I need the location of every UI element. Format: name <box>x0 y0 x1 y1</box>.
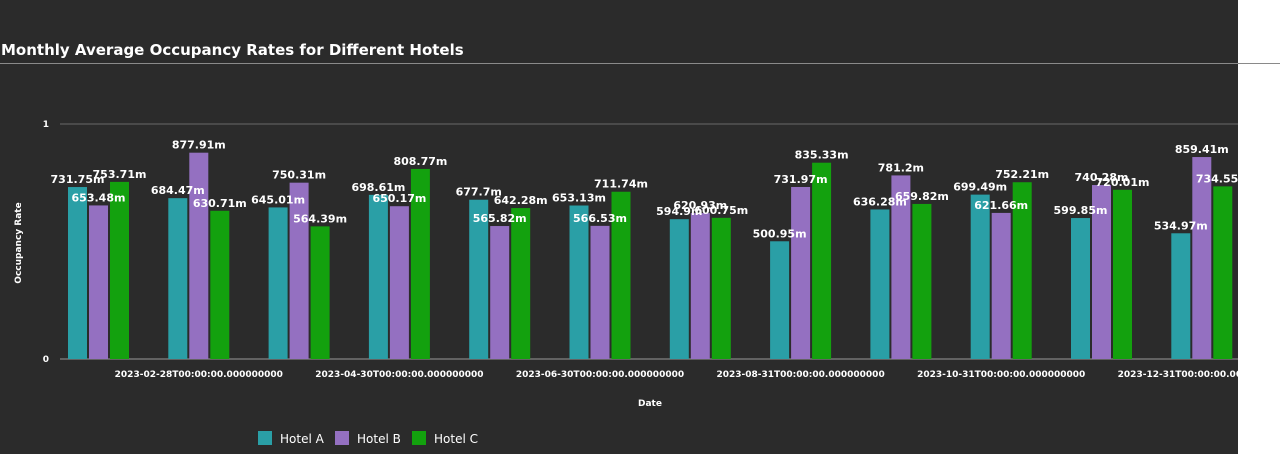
bar[interactable] <box>1213 186 1233 359</box>
x-axis-title: Date <box>638 399 662 409</box>
data-labels: 731.75m 684.47m 645.01m 698.61m 677.7m 653.13… <box>51 139 1250 241</box>
bar[interactable] <box>1113 189 1132 359</box>
title-divider <box>0 63 1280 64</box>
bar[interactable] <box>912 203 932 359</box>
data-label: 720.01m <box>1096 176 1150 189</box>
data-label: 859.41m <box>1175 143 1229 156</box>
data-label: 621.66m <box>974 199 1028 212</box>
bar[interactable] <box>268 207 288 359</box>
data-label: 731.75m <box>51 173 105 186</box>
bar[interactable] <box>970 194 990 359</box>
bar[interactable] <box>569 205 589 359</box>
data-label: 599.85m <box>1054 204 1108 217</box>
bar[interactable] <box>991 212 1011 359</box>
legend-label[interactable]: Hotel A <box>280 432 325 446</box>
data-label: 500.95m <box>753 227 807 240</box>
data-label: 594.9m <box>656 205 702 218</box>
bar[interactable] <box>590 225 610 359</box>
data-label: 653.48m <box>72 191 126 204</box>
bar[interactable] <box>210 210 230 359</box>
data-label: 752.21m <box>995 168 1049 181</box>
data-label: 699.49m <box>953 181 1007 194</box>
data-label: 659.82m <box>895 190 949 203</box>
bar[interactable] <box>891 175 911 359</box>
data-label: 677.7m <box>456 186 502 199</box>
bar[interactable] <box>389 206 409 359</box>
data-label: 645.01m <box>251 193 305 206</box>
data-label: 877.91m <box>172 139 226 152</box>
x-tick-label: 2023-02-28T00:00:00.000000000 <box>115 370 283 380</box>
legend-label[interactable]: Hotel C <box>434 432 478 446</box>
x-tick-label: 2023-04-30T00:00:00.000000000 <box>315 370 483 380</box>
data-label: 630.71m <box>193 197 247 210</box>
bar[interactable] <box>410 168 430 359</box>
bar[interactable] <box>68 187 87 359</box>
bar[interactable] <box>1192 157 1212 359</box>
y-tick-label: 1 <box>43 120 49 130</box>
legend-swatch[interactable] <box>412 431 426 445</box>
data-label: 565.82m <box>473 212 527 225</box>
bar[interactable] <box>89 205 108 359</box>
y-axis-title: Occupancy Rate <box>14 202 24 283</box>
legend-swatch[interactable] <box>335 431 349 445</box>
data-label: 642.28m <box>494 194 548 207</box>
bar[interactable] <box>770 241 790 359</box>
y-tick-label: 0 <box>43 355 49 365</box>
data-label: 731.97m <box>774 173 828 186</box>
bar[interactable] <box>812 162 832 359</box>
data-label: 711.74m <box>594 178 648 191</box>
bar[interactable] <box>1012 182 1032 359</box>
legend[interactable]: Hotel A Hotel B Hotel C <box>258 431 478 446</box>
bar[interactable] <box>511 208 531 359</box>
data-label: 753.71m <box>93 168 147 181</box>
data-label: 808.77m <box>393 155 447 168</box>
bar[interactable] <box>690 213 710 359</box>
chart-title: Monthly Average Occupancy Rates for Diff… <box>1 41 464 59</box>
data-label: 600.75m <box>694 204 748 217</box>
data-label: 534.97m <box>1154 219 1208 232</box>
data-label: 750.31m <box>272 169 326 182</box>
bar[interactable] <box>490 226 510 359</box>
bar[interactable] <box>1171 233 1191 359</box>
legend-label[interactable]: Hotel B <box>357 432 401 446</box>
data-label: 740.28m <box>1075 171 1129 184</box>
bar[interactable] <box>110 181 129 359</box>
bar[interactable] <box>469 199 489 359</box>
bar[interactable] <box>1071 218 1090 359</box>
bar[interactable] <box>168 198 188 359</box>
bar[interactable] <box>189 152 209 359</box>
x-tick-label: 2023-12-31T00:00:00.000000000 <box>1118 370 1280 380</box>
bar[interactable] <box>669 219 689 359</box>
bars <box>68 152 1233 359</box>
x-tick-label: 2023-10-31T00:00:00.000000000 <box>917 370 1085 380</box>
bar[interactable] <box>711 217 731 359</box>
data-label: 835.33m <box>795 149 849 162</box>
bar[interactable] <box>1092 185 1111 359</box>
bar[interactable] <box>289 182 309 359</box>
data-label: 620.93m <box>673 199 727 212</box>
data-label: 650.17m <box>372 192 426 205</box>
data-label: 653.13m <box>552 192 606 205</box>
data-label: 698.61m <box>351 181 405 194</box>
bar[interactable] <box>368 194 388 359</box>
data-label: 564.39m <box>293 212 347 225</box>
data-label: 566.53m <box>573 212 627 225</box>
axes: 0 1 Occupancy Rate Date 2023-02-28T00:00:00.… <box>14 120 1280 409</box>
x-tick-label: 2023-06-30T00:00:00.000000000 <box>516 370 684 380</box>
data-label: 636.28m <box>853 195 907 208</box>
data-label: 781.2m <box>878 161 924 174</box>
x-tick-label: 2023-08-31T00:00:00.000000000 <box>716 370 884 380</box>
data-label: 734.55m <box>1196 172 1250 185</box>
data-label: 684.47m <box>151 184 205 197</box>
bar[interactable] <box>791 186 811 359</box>
legend-swatch[interactable] <box>258 431 272 445</box>
bar[interactable] <box>870 209 890 359</box>
bar[interactable] <box>611 191 631 359</box>
bar[interactable] <box>310 226 330 359</box>
